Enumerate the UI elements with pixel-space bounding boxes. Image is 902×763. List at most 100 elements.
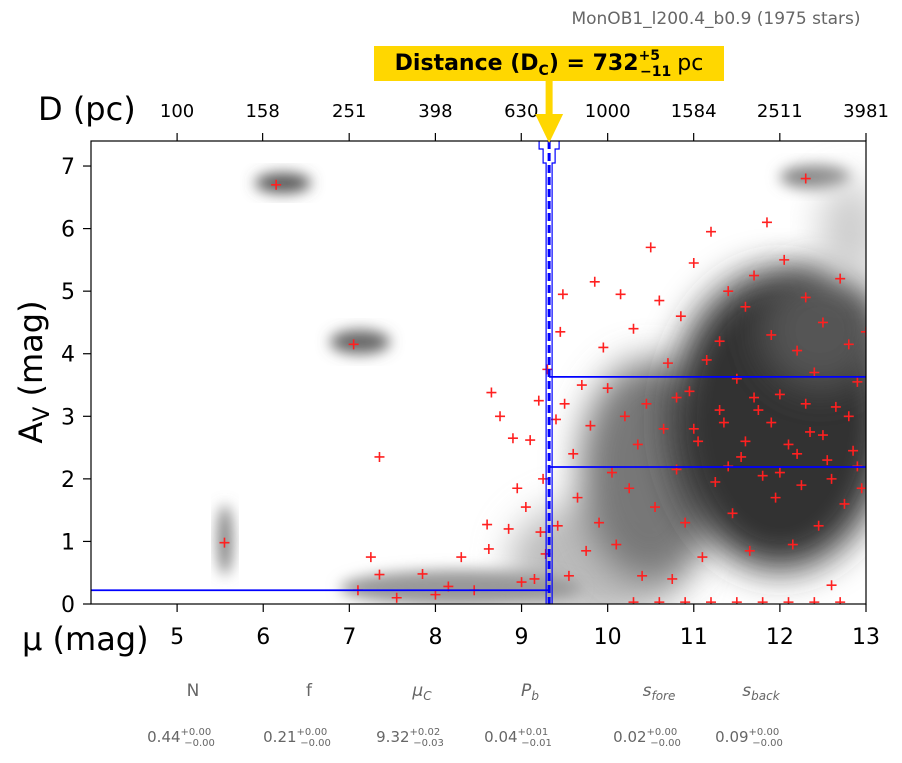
star-point [417,568,428,579]
x2-tick-label: 251 [332,101,366,122]
star-point [624,483,635,494]
star-point [589,276,600,287]
x-tick-label: 6 [256,625,270,650]
annotation-plus: +5 [639,48,660,64]
star-point [495,411,506,422]
star-point [861,326,866,337]
star-point [813,520,824,531]
param-symbol: s [643,681,652,701]
star-point [529,573,540,584]
star-point [701,354,712,365]
star-point [602,383,613,394]
param-number: 0.09 [715,728,748,746]
y-tick-label: 2 [61,468,75,493]
x-tick-label: 8 [428,625,442,650]
x-tick-label: 12 [766,625,794,650]
star-point [843,411,854,422]
star-point [800,398,811,409]
star-point [512,483,523,494]
x-tick-label: 5 [170,625,184,650]
star-point [503,523,514,534]
star-point [774,389,785,400]
y-tick-label: 6 [61,218,75,243]
star-point [843,339,854,350]
param-symbol: P [521,681,532,701]
star-point [779,254,790,265]
x2-tick-label: 3981 [843,101,889,122]
star-point [525,435,536,446]
param-value: 0.02+0.00 −0.00 [613,727,681,749]
annotation-unit: pc [677,51,703,76]
star-point [365,552,376,563]
star-point [774,467,785,478]
star-point [456,552,467,563]
param-value: 0.21+0.00 −0.00 [263,727,331,749]
param-value: 0.09+0.00 −0.00 [715,727,783,749]
star-point [718,417,729,428]
param-sub: fore [651,689,675,703]
star-point [374,451,385,462]
star-point [486,387,497,398]
distance-posterior [538,141,560,604]
star-point [835,597,846,604]
param-minus: −0.00 [650,738,681,749]
star-point [615,289,626,300]
star-point [628,323,639,334]
star-point [572,492,583,503]
density-background [91,141,866,604]
star-point [805,426,816,437]
param-value: 0.04+0.01 −0.01 [484,727,552,749]
annotation-prefix: Distance (D [395,51,539,76]
star-point [761,217,772,228]
star-point [839,498,850,509]
star-point [848,445,859,456]
star-point [809,367,820,378]
star-point [650,502,661,513]
annotation-minus: −11 [640,64,671,80]
star-point [744,545,755,556]
param-minus: −0.00 [184,738,215,749]
star-point [757,470,768,481]
x-axis-label: μ (mag) [22,620,149,658]
star-point [598,342,609,353]
star-point [817,430,828,441]
star-point [792,448,803,459]
star-point [714,405,725,416]
star-point [628,597,639,604]
star-point [658,423,669,434]
star-point [568,448,579,459]
param-plus: +0.00 [297,727,328,738]
star-point [559,398,570,409]
star-point [830,401,841,412]
y-tick-label: 5 [61,280,75,305]
star-point [552,520,563,531]
star-point [757,597,768,604]
star-point [654,295,665,306]
y-label-main: A [12,422,50,444]
star-point [826,580,837,591]
star-point [714,336,725,347]
x2-tick-label: 398 [418,101,452,122]
param-number: 0.21 [263,728,296,746]
star-point [675,311,686,322]
param-value: 9.32+0.02 −0.03 [376,727,444,749]
annotation-mid: ) = [549,51,593,76]
param-name: f [306,681,313,701]
star-point [645,242,656,253]
star-point [792,345,803,356]
star-point [684,386,695,397]
star-point [710,476,721,487]
param-minus: −0.00 [300,738,331,749]
param-symbol: s [742,681,751,701]
star-point [731,597,742,604]
star-point [619,411,630,422]
x2-axis-label: D (pc) [38,90,136,128]
param-name: Pb [521,681,539,703]
param-name: sfore [643,681,676,703]
param-minus: −0.03 [413,738,444,749]
star-point [533,395,544,406]
star-point [783,439,794,450]
subtitle: MonOB1_l200.4_b0.9 (1975 stars) [571,9,860,29]
